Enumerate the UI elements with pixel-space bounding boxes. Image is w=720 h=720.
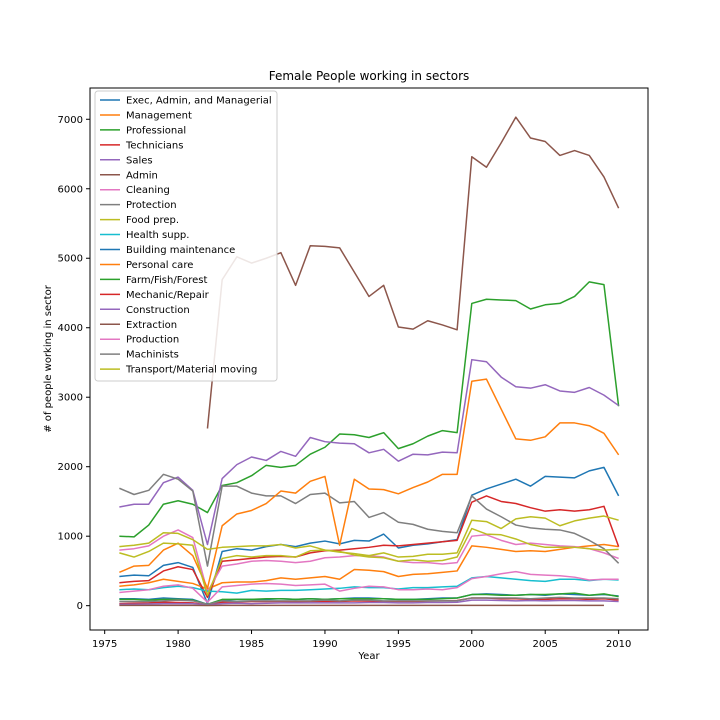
- legend-entry: Transport/Material moving: [125, 365, 257, 376]
- series-line: [119, 575, 619, 594]
- series-line: [119, 281, 620, 538]
- series-line: [119, 596, 619, 606]
- series-line: [119, 599, 619, 606]
- y-tick-label: 3000: [58, 393, 83, 404]
- series-line: [119, 466, 620, 605]
- y-tick-label: 2000: [58, 462, 83, 473]
- series-line: [119, 570, 619, 603]
- legend-entry: Construction: [126, 305, 190, 316]
- series-line: [119, 515, 619, 558]
- x-tick-label: 1990: [312, 639, 337, 650]
- series-line: [119, 358, 620, 546]
- y-tick-label: 1000: [58, 532, 83, 543]
- x-tick-label: 2010: [606, 639, 631, 650]
- legend-entry: Mechanic/Repair: [126, 290, 210, 301]
- legend-entry: Machinists: [126, 350, 179, 361]
- y-tick-label: 5000: [58, 254, 83, 265]
- series-line: [119, 529, 619, 593]
- x-tick-label: 1980: [165, 639, 190, 650]
- legend-entry: Production: [126, 335, 179, 346]
- y-axis: 0 1000 2000 3000 4000 5000 6000 7000: [58, 115, 90, 612]
- legend-entry: Extraction: [126, 320, 177, 331]
- series-line: [119, 527, 619, 597]
- chart-title: Female People working in sectors: [269, 69, 470, 83]
- x-tick-label: 1985: [239, 639, 264, 650]
- legend-entry: Farm/Fish/Forest: [126, 275, 207, 286]
- x-axis: 1975 1980 1985 1990 1995 2000 2005 2010: [92, 630, 631, 650]
- y-tick-label: 0: [77, 601, 83, 612]
- y-tick-label: 7000: [58, 115, 83, 126]
- legend-entry: Exec, Admin, and Managerial: [126, 96, 272, 107]
- legend-entry: Building maintenance: [126, 245, 235, 256]
- x-tick-label: 1995: [386, 639, 411, 650]
- y-tick-label: 4000: [58, 323, 83, 334]
- series-line: [119, 473, 620, 567]
- y-tick-label: 6000: [58, 184, 83, 195]
- legend-box: [94, 90, 278, 382]
- y-axis-label: # of people working in sector: [43, 284, 54, 432]
- legend: Exec, Admin, and Managerial Management Pro…: [94, 90, 278, 382]
- x-axis-label: Year: [357, 651, 380, 662]
- legend-entry: Protection: [126, 200, 177, 211]
- x-tick-label: 1975: [92, 639, 117, 650]
- legend-entry: Sales: [126, 155, 153, 166]
- legend-entry: Health supp.: [126, 230, 189, 241]
- legend-entry: Professional: [126, 125, 186, 136]
- series-line: [119, 495, 620, 599]
- legend-entry: Personal care: [126, 260, 193, 271]
- x-tick-label: 2000: [459, 639, 484, 650]
- legend-entry: Admin: [126, 170, 158, 181]
- plot-frame: [89, 87, 649, 631]
- legend-entry: Cleaning: [126, 185, 170, 196]
- x-tick-label: 2005: [532, 639, 557, 650]
- legend-entry: Technicians: [125, 140, 183, 151]
- legend-entry: Management: [126, 110, 192, 121]
- legend-entry: Food prep.: [126, 215, 179, 226]
